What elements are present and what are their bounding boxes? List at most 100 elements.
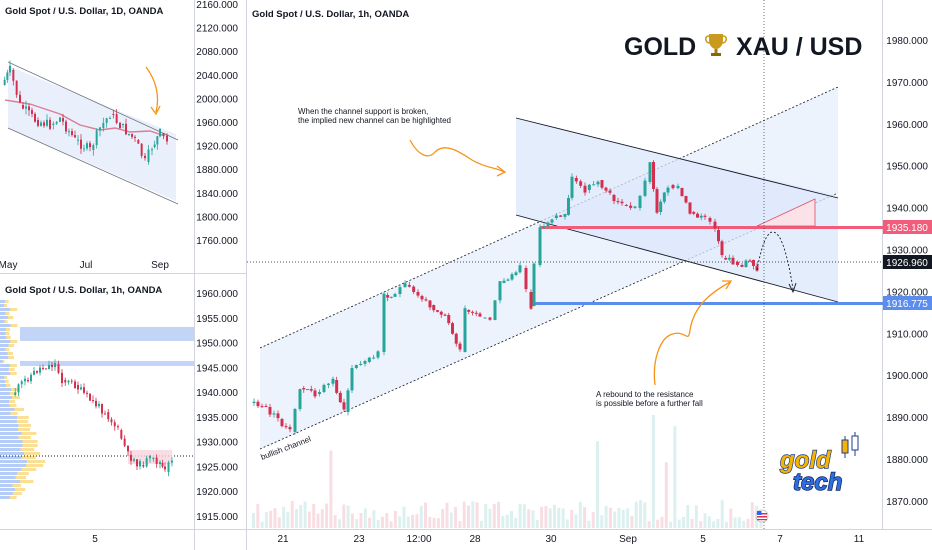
volume-profile-bar-buy: [0, 316, 8, 319]
main-candle: [252, 401, 256, 403]
volume-profile-bar-buy: [0, 484, 13, 487]
price-tick-label: 1970.000: [886, 78, 928, 89]
volume-bar: [621, 509, 625, 528]
small-candle: [33, 370, 35, 375]
projection-arrow-head-icon: [788, 282, 797, 294]
volume-profile-bar-sell: [10, 412, 18, 415]
volume-bar: [501, 515, 505, 528]
daily-time-axis[interactable]: May Jul Sep: [0, 260, 169, 271]
main-candle: [256, 401, 260, 407]
time-tick-label: 30: [545, 534, 557, 545]
daily-candle: [15, 80, 18, 95]
support-price-label: 1916.775: [883, 296, 932, 310]
small-candle: [89, 393, 91, 401]
daily-chart-title: Gold Spot / U.S. Dollar, 1D, OANDA: [5, 6, 163, 17]
volume-bar: [462, 501, 466, 528]
volume-bar: [333, 515, 337, 528]
main-candle: [696, 213, 699, 218]
time-tick-label: 21: [277, 534, 289, 545]
main-candle: [268, 406, 272, 415]
daily-candle: [95, 130, 98, 146]
main-candle: [542, 226, 546, 228]
daily-candle: [144, 155, 146, 159]
daily-chart-pane[interactable]: Gold Spot / U.S. Dollar, 1D, OANDA 2160.…: [0, 0, 238, 271]
small-zone-middle: [20, 361, 194, 366]
daily-candle: [134, 136, 136, 138]
volume-bar: [677, 519, 681, 528]
volume-profile-bar-sell: [16, 420, 29, 423]
small-candle: [77, 385, 79, 390]
main-candle: [720, 241, 724, 256]
volume-profile-bar-buy: [0, 336, 7, 339]
volume-profile-bar-buy: [0, 376, 5, 379]
volume-profile-bar-buy: [0, 348, 6, 351]
volume-profile-bar-sell: [9, 400, 16, 403]
main-candle: [322, 384, 326, 392]
us-flag-icon[interactable]: [755, 509, 769, 523]
main-candle: [335, 380, 339, 393]
main-price-axis[interactable]: 1980.000 1970.000 1960.000 1950.000 1940.000…: [886, 36, 928, 508]
volume-bar: [600, 515, 604, 528]
volume-bar: [535, 519, 539, 528]
main-candle: [331, 378, 335, 384]
daily-price-axis[interactable]: 2160.000 2120.000 2080.000 2040.000 2000.000…: [196, 0, 238, 247]
volume-profile-bar-buy: [0, 312, 6, 315]
main-candle: [393, 293, 397, 297]
price-tick-label: 2120.000: [196, 24, 238, 35]
price-tick-label: 1840.000: [196, 189, 238, 200]
volume-bar: [411, 514, 415, 528]
main-candle: [680, 188, 684, 197]
volume-profile-bar-sell: [7, 352, 13, 355]
main-candle: [662, 192, 666, 202]
daily-candle: [105, 118, 108, 123]
small-hourly-chart-pane[interactable]: Gold Spot / U.S. Dollar, 1h, OANDA 1960.…: [0, 285, 238, 545]
price-tick-label: 1960.000: [196, 289, 238, 300]
descending-channel-lower: [515, 214, 839, 303]
daily-candle: [12, 70, 15, 81]
daily-channel-upper: [7, 61, 179, 141]
main-candle: [587, 184, 591, 190]
volume-bar: [664, 462, 668, 528]
main-candle: [624, 205, 628, 206]
main-candle: [524, 268, 528, 290]
volume-bar: [669, 521, 673, 528]
main-time-axis[interactable]: 21 23 12:00 28 30 Sep 5 7 11: [277, 534, 864, 545]
main-candle: [740, 264, 744, 267]
small-candle: [104, 413, 106, 415]
main-chart-pane[interactable]: When the channel support is broken, the …: [247, 0, 932, 545]
daily-candle: [74, 135, 76, 138]
price-tick-label: 1925.000: [196, 462, 238, 473]
main-candle: [574, 178, 578, 182]
main-candle: [550, 219, 554, 223]
volume-bar: [488, 508, 492, 528]
volume-profile-bar-sell: [5, 312, 10, 315]
resistance-price-text: 1935.180: [886, 223, 928, 234]
small-time-axis[interactable]: 5: [92, 534, 98, 545]
trophy-icon: [704, 34, 728, 56]
volume-bar: [307, 511, 311, 528]
main-candle: [359, 363, 363, 366]
volume-profile-bar-buy: [0, 344, 9, 347]
volume-profile-bar-sell: [21, 468, 37, 471]
volume-bar: [424, 502, 427, 528]
main-candle: [688, 202, 692, 214]
time-tick-label: May: [0, 260, 17, 271]
volume-profile-bar-sell: [10, 324, 18, 327]
small-candle: [70, 380, 73, 382]
daily-candle: [119, 122, 121, 129]
daily-candle: [62, 118, 64, 122]
small-candle: [167, 462, 170, 472]
main-candle: [692, 212, 696, 214]
main-candle: [478, 313, 482, 317]
price-tick-label: 1870.000: [886, 497, 928, 508]
small-candles: [14, 359, 173, 477]
volume-bar: [393, 510, 397, 528]
annotation-arrow-top-head-icon: [496, 165, 507, 177]
descending-channel-upper: [515, 117, 839, 199]
small-price-axis[interactable]: 1960.000 1955.000 1950.000 1945.000 1940.000…: [196, 289, 238, 523]
small-candle: [64, 380, 67, 383]
main-candle: [458, 343, 462, 350]
main-candle: [671, 185, 675, 189]
main-candle: [354, 365, 358, 368]
